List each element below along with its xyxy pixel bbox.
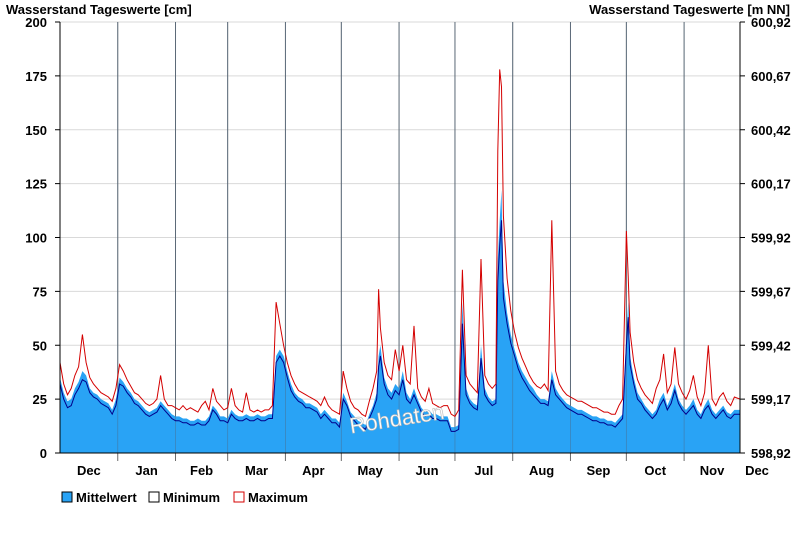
y-tick-label-right: 600,67 — [751, 69, 791, 84]
series-area — [59, 22, 741, 453]
y-tick-label-left: 200 — [25, 15, 47, 30]
y-tick-label-right: 599,17 — [751, 392, 791, 407]
x-month-label: Oct — [644, 463, 666, 478]
y-tick-label-left: 25 — [33, 392, 47, 407]
y-tick-label-left: 125 — [25, 177, 47, 192]
y-tick-label-right: 598,92 — [751, 446, 791, 461]
x-month-label: Dec — [745, 463, 769, 478]
y-tick-label-left: 0 — [40, 446, 47, 461]
y-tick-label-left: 100 — [25, 231, 47, 246]
x-month-label: Mar — [245, 463, 268, 478]
legend-label-minimum: Minimum — [163, 490, 220, 505]
x-month-label: Jun — [415, 463, 438, 478]
legend-swatch-maximum — [233, 491, 245, 503]
legend-swatch-minimum — [148, 491, 160, 503]
right-axis-title: Wasserstand Tageswerte [m NN] — [589, 2, 790, 17]
legend: Mittelwert Minimum Maximum — [61, 490, 308, 505]
x-month-label: Apr — [302, 463, 324, 478]
x-month-label: Jan — [135, 463, 157, 478]
x-month-label: Jul — [474, 463, 493, 478]
y-tick-label-left: 150 — [25, 123, 47, 138]
x-month-label: Sep — [586, 463, 610, 478]
y-tick-label-right: 599,67 — [751, 284, 791, 299]
legend-label-mean: Mittelwert — [76, 490, 137, 505]
y-tick-label-right: 600,17 — [751, 177, 791, 192]
x-month-label: May — [358, 463, 384, 478]
y-tick-label-right: 600,42 — [751, 123, 791, 138]
y-tick-label-right: 599,92 — [751, 231, 791, 246]
y-tick-label-left: 50 — [33, 338, 47, 353]
legend-label-maximum: Maximum — [248, 490, 308, 505]
y-tick-label-left: 175 — [25, 69, 47, 84]
left-axis-title: Wasserstand Tageswerte [cm] — [6, 2, 192, 17]
y-tick-label-left: 75 — [33, 284, 47, 299]
tick-labels: 0 598,92 25 599,17 50 599,42 75 599,67 100 599,92… — [25, 15, 790, 478]
series-maximum-line — [59, 69, 741, 418]
x-month-label: Aug — [529, 463, 554, 478]
x-month-label: Dec — [77, 463, 101, 478]
axes — [55, 21, 745, 454]
series-mean-area — [60, 190, 740, 453]
y-tick-label-right: 600,92 — [751, 15, 791, 30]
y-tick-label-right: 599,42 — [751, 338, 791, 353]
legend-swatch-mean — [61, 491, 73, 503]
x-month-label: Feb — [190, 463, 213, 478]
x-month-label: Nov — [700, 463, 725, 478]
series-minimum-line — [59, 220, 740, 432]
